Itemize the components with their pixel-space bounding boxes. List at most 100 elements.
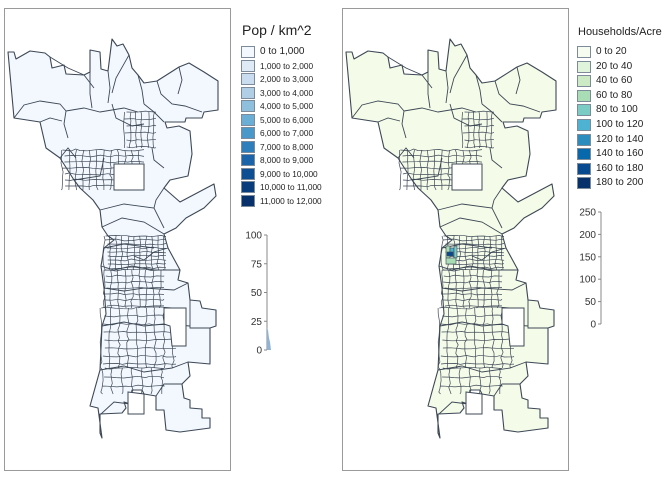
- excluded-area: [113, 163, 145, 191]
- histogram-tick-label: 0: [256, 346, 262, 357]
- legend-swatch: [577, 133, 591, 146]
- legend-swatch: [577, 148, 591, 161]
- district-boundary: [437, 203, 503, 229]
- legend-label: 20 to 40: [596, 60, 633, 72]
- district-boundary: [137, 74, 145, 105]
- district-boundary: [107, 70, 111, 104]
- legend-swatch: [577, 60, 591, 73]
- legend-swatch: [241, 73, 255, 85]
- legend-label: 40 to 60: [596, 75, 633, 87]
- legend-label: 4,000 to 5,000: [260, 101, 314, 111]
- legend-label: 7,000 to 8,000: [260, 141, 314, 152]
- histogram-tick-label: 200: [579, 230, 596, 241]
- legend-label: 80 to 100: [596, 104, 638, 116]
- histogram-tick-label: 150: [579, 252, 596, 263]
- legend-swatch: [241, 194, 255, 207]
- legend-swatch: [241, 59, 255, 72]
- legend-label: 60 to 80: [596, 89, 633, 101]
- excluded-area: [501, 307, 525, 347]
- legend-swatch: [241, 154, 255, 166]
- legend-swatch: [577, 89, 591, 102]
- district-boundary: [515, 66, 521, 95]
- high-density-tract: [446, 251, 454, 257]
- legend-label: 120 to 140: [596, 133, 644, 145]
- district-boundary: [437, 361, 527, 373]
- district-boundary: [449, 54, 468, 94]
- legend-swatch: [241, 181, 255, 193]
- legend-swatch: [577, 104, 591, 117]
- district-boundary: [101, 217, 165, 235]
- legend-swatch: [577, 75, 591, 88]
- tract-grid: [437, 306, 515, 369]
- legend-swatch: [241, 140, 255, 153]
- tract-grid: [102, 235, 167, 271]
- tract-grid: [102, 268, 165, 309]
- legend-label: 140 to 160: [596, 148, 644, 160]
- city-outline: [345, 38, 557, 439]
- district-boundary: [491, 187, 503, 209]
- legend-label: 11,000 to 12,000: [260, 195, 322, 206]
- district-boundary: [39, 117, 63, 123]
- district-boundary: [99, 361, 189, 373]
- map-regions: [7, 38, 219, 439]
- legend-label: 5,000 to 6,000: [260, 114, 314, 125]
- district-boundary: [387, 56, 433, 89]
- population-density-map-panel: Pop / km^2 0 to 1,000 1,000 to 2,000 2,000…: [4, 8, 333, 471]
- legend-label: 6,000 to 7,000: [260, 128, 314, 138]
- district-boundary: [475, 74, 483, 105]
- tract-grid: [440, 268, 503, 309]
- district-boundary: [153, 187, 165, 209]
- legend-label: 10,000 to 11,000: [260, 182, 322, 192]
- district-boundary: [49, 56, 95, 89]
- histogram-tick-label: 0: [590, 320, 596, 329]
- district-boundary: [377, 117, 401, 123]
- district-boundary: [177, 66, 183, 95]
- legend-title: Households/Acre: [578, 26, 662, 38]
- district-boundary: [493, 383, 520, 397]
- tract-grid: [438, 366, 503, 395]
- district-boundary: [494, 80, 541, 113]
- district-boundary: [489, 147, 503, 169]
- legend-label: 8,000 to 9,000: [260, 155, 314, 165]
- district-boundary: [439, 217, 503, 235]
- district-boundary: [155, 383, 182, 397]
- district-boundary: [59, 147, 77, 159]
- legend-label: 3,000 to 4,000: [260, 87, 314, 98]
- legend-label: 0 to 1,000: [260, 46, 305, 57]
- histogram-bar: [267, 328, 271, 350]
- district-boundary: [438, 401, 469, 415]
- district-boundary: [100, 401, 131, 415]
- tract-grid: [100, 366, 165, 395]
- choropleth-map: [7, 38, 219, 439]
- histogram-tick-label: 50: [251, 288, 263, 299]
- legend-label: 180 to 200: [596, 177, 644, 189]
- excluded-area: [163, 307, 187, 347]
- legend-swatch: [241, 100, 255, 112]
- district-boundary: [65, 107, 139, 113]
- choropleth-map: [345, 38, 557, 439]
- district-boundary: [397, 147, 415, 159]
- district-boundary: [89, 72, 93, 109]
- district-boundary: [156, 80, 203, 113]
- excluded-area: [465, 391, 483, 415]
- tract-grid: [99, 306, 177, 369]
- district-boundary: [99, 203, 165, 229]
- legend-swatch: [241, 46, 255, 58]
- histogram-tick-label: 100: [245, 231, 262, 242]
- legend-swatch: [577, 177, 591, 190]
- histogram-tick-label: 75: [251, 259, 263, 270]
- legend-swatch: [577, 119, 591, 131]
- high-density-tract: [445, 257, 457, 265]
- legend-swatch: [577, 162, 591, 175]
- legend-label: 0 to 20: [596, 46, 627, 57]
- district-boundary: [13, 100, 69, 139]
- legend-label: 1,000 to 2,000: [260, 60, 314, 71]
- district-boundary: [351, 100, 407, 139]
- district-boundary: [151, 147, 165, 169]
- city-outline: [7, 38, 219, 439]
- tract-grid: [461, 110, 495, 149]
- legend-title: Pop / km^2: [242, 22, 312, 38]
- legend-label: 160 to 180: [596, 162, 644, 174]
- legend-label: 100 to 120: [596, 119, 644, 130]
- legend-swatch: [241, 113, 255, 126]
